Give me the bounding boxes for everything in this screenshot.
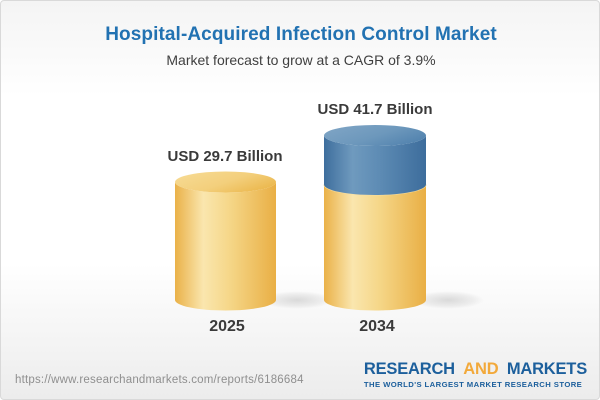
value-label-2034: USD 41.7 Billion (317, 101, 433, 118)
category-label-2025: 2025 (209, 318, 245, 335)
logo-word-markets: MARKETS (506, 360, 587, 378)
page-subtitle: Market forecast to grow at a CAGR of 3.9… (166, 52, 436, 68)
cylinder-2034 (323, 125, 427, 311)
logo-word-research: RESEARCH (363, 360, 455, 378)
value-label-2025: USD 29.7 Billion (167, 148, 283, 165)
logo-tagline: THE WORLD'S LARGEST MARKET RESEARCH STOR… (363, 380, 583, 389)
research-and-markets-logo: RESEARCH AND MARKETS THE WORLD'S LARGEST… (363, 361, 587, 390)
category-label-2034: 2034 (359, 318, 395, 335)
logo-wordmark: RESEARCH AND MARKETS (364, 361, 587, 378)
cylinder-shadows (261, 291, 484, 309)
logo-word-and: AND (463, 360, 499, 378)
report-url[interactable]: https://www.researchandmarkets.com/repor… (15, 374, 304, 386)
cylinder-2025 (175, 171, 276, 311)
page-title: Hospital-Acquired Infection Control Mark… (105, 24, 497, 45)
